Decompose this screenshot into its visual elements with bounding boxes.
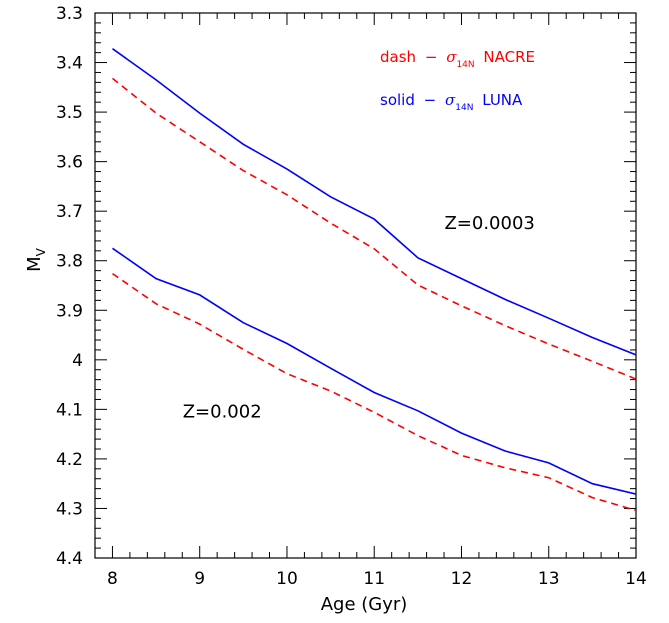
x-axis-label: Age (Gyr) <box>321 594 408 615</box>
series-line-nacre-00003 <box>112 77 637 380</box>
y-tick-label: 3.8 <box>56 252 83 272</box>
y-tick-label: 4.4 <box>56 549 83 569</box>
legend-nacre-dash: − <box>425 48 438 66</box>
legend: dash − σ14N NACRE solid − σ14N LUNA <box>380 48 535 114</box>
plot-frame <box>94 12 637 559</box>
series-line-luna-0002 <box>112 247 637 495</box>
y-tick-label: 4.3 <box>56 499 83 519</box>
y-axis-label-subscript: V <box>34 247 48 256</box>
y-axis-label-main: M <box>24 256 45 272</box>
x-tick-label: 13 <box>538 569 560 589</box>
x-tick-label: 14 <box>625 569 647 589</box>
y-tick-label: 4.1 <box>56 400 83 420</box>
legend-nacre-sub: 14N <box>456 60 474 70</box>
axis-tick-labels: 8 9 10 11 12 13 14 3.3 3.4 3.5 3.6 3.7 3.8 3.9 4 4.1 4.2… <box>56 4 647 589</box>
plot-border <box>94 12 637 559</box>
y-tick-label: 3.7 <box>56 202 83 222</box>
legend-nacre-sigma: σ <box>446 48 457 66</box>
y-tick-label: 3.9 <box>56 301 83 321</box>
y-tick-label: 3.3 <box>56 4 83 24</box>
series-line-luna-00003 <box>112 48 637 356</box>
series-line-nacre-0002 <box>112 272 637 512</box>
legend-nacre-suffix: NACRE <box>483 48 535 66</box>
y-tick-label: 3.6 <box>56 153 83 173</box>
legend-entry-nacre: dash − σ14N NACRE <box>380 48 535 71</box>
y-tick-label: 4.2 <box>56 450 83 470</box>
legend-luna-suffix: LUNA <box>482 91 523 109</box>
x-tick-label: 9 <box>194 569 205 589</box>
legend-entry-luna: solid − σ14N LUNA <box>380 91 523 114</box>
y-tick-label: 3.4 <box>56 54 83 74</box>
x-tick-label: 11 <box>363 569 385 589</box>
x-tick-label: 8 <box>107 569 118 589</box>
legend-luna-sigma: σ <box>445 91 456 109</box>
legend-luna-sub: 14N <box>455 103 473 113</box>
legend-nacre-prefix: dash <box>380 48 416 66</box>
legend-luna-prefix: solid <box>380 91 415 109</box>
x-tick-label: 10 <box>276 569 298 589</box>
series-layer <box>112 48 637 512</box>
x-tick-label: 12 <box>451 569 473 589</box>
annotation-z0003: Z=0.0003 <box>444 213 534 234</box>
y-tick-label: 4 <box>72 351 83 371</box>
y-axis-label: MV <box>24 247 48 272</box>
annotation-z002: Z=0.002 <box>183 401 262 422</box>
legend-luna-dash: − <box>424 91 437 109</box>
y-tick-label: 3.5 <box>56 103 83 123</box>
axis-ticks <box>94 12 637 559</box>
